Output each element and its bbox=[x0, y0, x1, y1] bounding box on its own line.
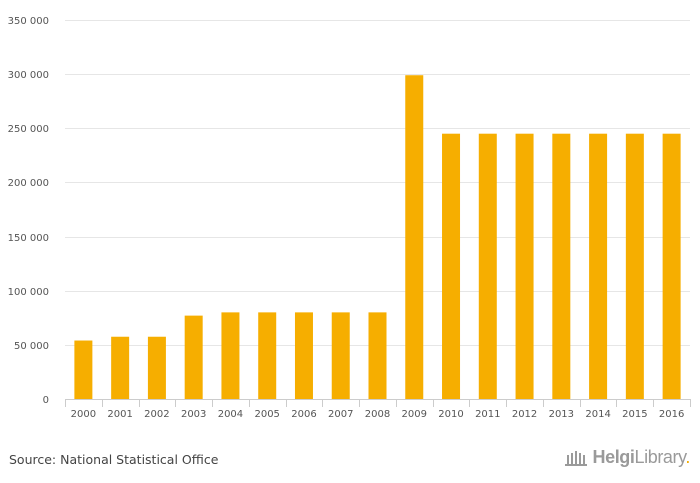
x-tick-label: 2011 bbox=[475, 409, 500, 420]
bars bbox=[74, 75, 681, 399]
gridlines bbox=[65, 20, 690, 346]
chart-footer: Source: National Statistical Office Helg… bbox=[0, 440, 700, 483]
bar bbox=[589, 133, 608, 399]
x-tick-label: 2014 bbox=[585, 409, 610, 420]
x-tick-label: 2003 bbox=[181, 409, 206, 420]
x-tick-label: 2007 bbox=[328, 409, 353, 420]
y-tick-label: 50 000 bbox=[14, 341, 49, 352]
x-tick-label: 2004 bbox=[218, 409, 243, 420]
bar bbox=[368, 312, 387, 399]
y-axis-tick-labels: 0 50 000 100 000 150 000 200 000 250 000 300 0… bbox=[8, 16, 49, 406]
y-tick-label: 200 000 bbox=[8, 178, 49, 189]
bar bbox=[442, 133, 461, 399]
logo-dot: . bbox=[685, 447, 690, 467]
bar bbox=[405, 75, 424, 399]
bar bbox=[111, 336, 130, 399]
x-tick-label: 2012 bbox=[512, 409, 537, 420]
y-tick-label: 0 bbox=[43, 395, 49, 406]
x-tick-label: 2010 bbox=[438, 409, 463, 420]
y-tick-label: 150 000 bbox=[8, 233, 49, 244]
bar bbox=[662, 133, 681, 399]
bar-chart: 0 50 000 100 000 150 000 200 000 250 000 300 0… bbox=[8, 16, 691, 420]
x-tick-label: 2000 bbox=[71, 409, 96, 420]
logo-text: HelgiLibrary. bbox=[592, 447, 690, 468]
x-tick-label: 2002 bbox=[144, 409, 169, 420]
bar bbox=[294, 312, 313, 399]
x-tick-label: 2015 bbox=[622, 409, 647, 420]
y-tick-label: 250 000 bbox=[8, 124, 49, 135]
bar bbox=[478, 133, 497, 399]
x-tick-label: 2009 bbox=[402, 409, 427, 420]
x-axis-tick-labels: 2000 2001 2002 2003 2004 2005 2006 2007 2008 2009… bbox=[71, 409, 685, 420]
logo-text-library: Library bbox=[634, 447, 686, 467]
x-tick-label: 2013 bbox=[549, 409, 574, 420]
bar bbox=[625, 133, 644, 399]
logo-text-helgi: Helgi bbox=[592, 447, 635, 467]
y-tick-label: 350 000 bbox=[8, 16, 49, 27]
x-axis bbox=[65, 399, 691, 407]
bar bbox=[258, 312, 277, 399]
library-building-icon bbox=[565, 450, 588, 466]
bar bbox=[552, 133, 571, 399]
bar bbox=[515, 133, 534, 399]
x-tick-label: 2008 bbox=[365, 409, 390, 420]
bar bbox=[147, 336, 166, 399]
bar bbox=[74, 340, 93, 399]
y-tick-label: 100 000 bbox=[8, 287, 49, 298]
x-tick-label: 2001 bbox=[107, 409, 132, 420]
helgi-library-logo: HelgiLibrary. bbox=[564, 447, 690, 468]
bar bbox=[221, 312, 240, 399]
x-tick-label: 2016 bbox=[659, 409, 684, 420]
bar bbox=[184, 315, 203, 399]
y-tick-label: 300 000 bbox=[8, 70, 49, 81]
x-tick-label: 2006 bbox=[291, 409, 316, 420]
x-tick-label: 2005 bbox=[254, 409, 279, 420]
source-note: Source: National Statistical Office bbox=[9, 452, 219, 467]
bar bbox=[331, 312, 350, 399]
